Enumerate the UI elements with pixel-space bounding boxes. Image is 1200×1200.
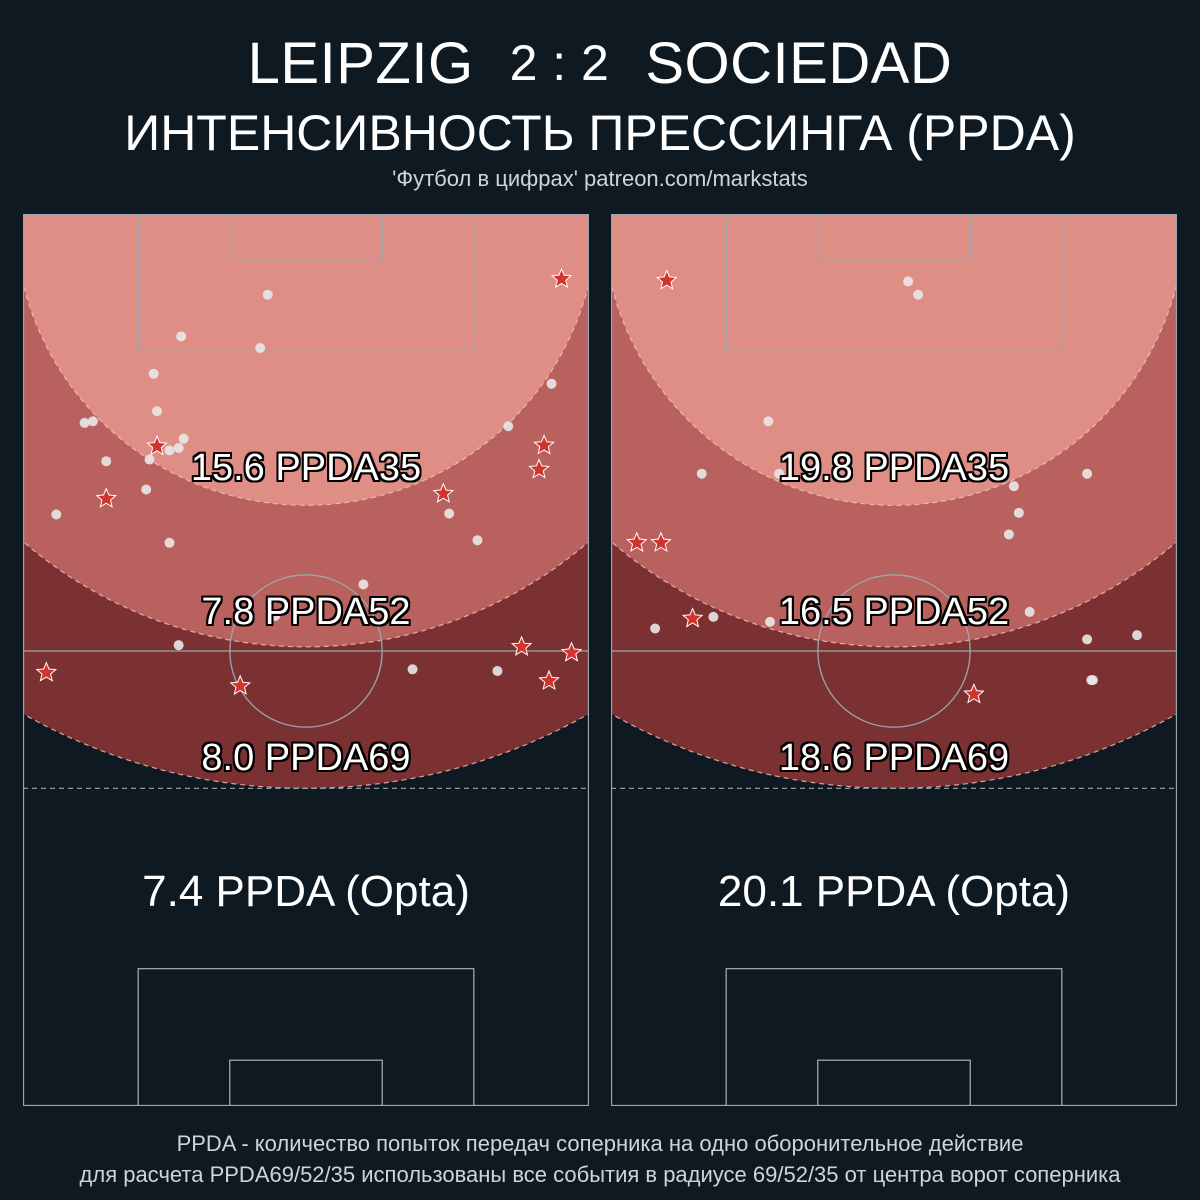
footer-notes: PPDA - количество попыток передач соперн…	[0, 1128, 1200, 1190]
event-dot-leipzig-6	[87, 416, 98, 427]
pitch-leipzig: 15.6 PPDA35 7.8 PPDA52 8.0 PPDA69 7.4 PP…	[23, 214, 589, 1106]
event-dot-sociedad-8	[1003, 529, 1014, 540]
event-dot-leipzig-7	[178, 433, 189, 444]
event-dot-leipzig-4	[152, 406, 163, 417]
center-circle-leipzig	[229, 574, 383, 728]
ppda35-label-leipzig: 15.6 PPDA35	[190, 447, 422, 489]
event-star-sociedad-20	[963, 683, 985, 704]
event-dot-sociedad-2	[763, 416, 774, 427]
ppda69-label-sociedad: 18.6 PPDA69	[778, 737, 1010, 779]
event-star-leipzig-34	[538, 669, 560, 691]
event-dot-leipzig-19	[358, 579, 369, 590]
event-star-leipzig-26	[146, 434, 168, 456]
event-dot-leipzig-9	[173, 442, 184, 453]
event-star-leipzig-28	[528, 458, 550, 479]
event-star-sociedad-16	[656, 269, 678, 290]
top-six-yard-box-sociedad	[817, 214, 971, 261]
top-penalty-box-leipzig	[137, 214, 475, 352]
event-star-sociedad-18	[650, 531, 672, 552]
event-dot-sociedad-6	[1082, 468, 1093, 479]
opta-ppda-leipzig: 7.4 PPDA (Opta)	[142, 867, 470, 916]
zone-ppda35-leipzig	[23, 214, 589, 506]
event-dot-sociedad-4	[774, 468, 785, 479]
ppda52-label-leipzig: 7.8 PPDA52	[201, 591, 411, 633]
event-dot-sociedad-21	[1086, 675, 1097, 686]
pitch-zones-sociedad	[611, 214, 1177, 789]
event-dot-sociedad-3	[696, 468, 707, 479]
event-star-sociedad-19	[681, 607, 704, 628]
event-dot-leipzig-21	[270, 611, 281, 622]
event-dot-leipzig-12	[141, 484, 152, 495]
bottom-penalty-box-leipzig	[137, 968, 475, 1106]
event-dot-leipzig-2	[255, 343, 266, 354]
ppda52-label-sociedad: 16.5 PPDA52	[778, 591, 1010, 633]
event-star-leipzig-27	[533, 434, 555, 455]
chart-subtitle: ИНТЕНСИВНОСТЬ ПРЕССИНГА (PPDA)	[124, 105, 1076, 161]
event-dot-sociedad-11	[650, 623, 661, 634]
event-dot-sociedad-0	[903, 276, 914, 287]
away-team-name: SOCIEDAD	[645, 30, 953, 96]
top-penalty-box-sociedad	[725, 214, 1063, 352]
event-dot-leipzig-17	[472, 535, 483, 546]
event-star-leipzig-33	[35, 661, 58, 682]
opta-ppda-sociedad: 20.1 PPDA (Opta)	[717, 867, 1071, 916]
event-dot-leipzig-1	[176, 331, 187, 342]
event-dot-leipzig-16	[444, 508, 455, 519]
ppda69-label-leipzig: 8.0 PPDA69	[201, 737, 411, 779]
event-star-leipzig-25	[550, 267, 573, 289]
event-star-leipzig-32	[560, 641, 583, 662]
event-dot-leipzig-14	[503, 421, 514, 432]
event-dot-sociedad-13	[1082, 634, 1093, 645]
event-dot-sociedad-7	[1013, 507, 1024, 518]
event-dot-sociedad-12	[1024, 606, 1035, 617]
match-score: 2 : 2	[509, 35, 610, 91]
home-team-name: LEIPZIG	[247, 30, 474, 96]
footer-line-1: PPDA - количество попыток передач соперн…	[176, 1131, 1024, 1156]
event-dot-leipzig-15	[546, 378, 557, 389]
event-star-leipzig-31	[510, 635, 533, 656]
match-title: LEIPZIG 2 : 2 SOCIEDAD	[0, 26, 1200, 100]
event-dot-leipzig-0	[262, 289, 273, 300]
credit-text: 'Футбол в цифрах' patreon.com/markstats	[392, 166, 808, 191]
event-star-sociedad-17	[626, 531, 648, 552]
event-dot-sociedad-14	[1132, 630, 1143, 641]
event-dot-leipzig-10	[144, 454, 155, 465]
zone-boundary-ppda52-leipzig	[23, 540, 589, 648]
top-six-yard-box-leipzig	[229, 214, 383, 261]
event-dot-leipzig-3	[148, 368, 159, 379]
bottom-six-yard-box-leipzig	[229, 1059, 383, 1106]
bottom-six-yard-box-sociedad	[817, 1059, 971, 1106]
pitch-leipzig-svg	[23, 214, 589, 1106]
event-dot-leipzig-20	[350, 596, 361, 607]
event-star-leipzig-35	[229, 674, 252, 696]
event-dot-sociedad-9	[708, 611, 719, 622]
event-dot-leipzig-13	[51, 509, 62, 520]
event-dot-leipzig-8	[164, 445, 175, 456]
pitch-zones-leipzig	[23, 214, 589, 789]
footer-line-2: для расчета PPDA69/52/35 использованы вс…	[79, 1162, 1121, 1187]
event-star-leipzig-30	[95, 487, 117, 508]
center-circle-sociedad	[817, 574, 971, 728]
event-dot-sociedad-5	[1008, 481, 1019, 492]
bottom-penalty-box-sociedad	[725, 968, 1063, 1106]
event-star-leipzig-29	[432, 482, 455, 503]
event-dot-leipzig-22	[173, 640, 184, 651]
event-dot-leipzig-5	[79, 417, 90, 428]
event-dot-leipzig-11	[101, 456, 112, 467]
ppda35-label-sociedad: 19.8 PPDA35	[778, 447, 1010, 489]
event-dot-leipzig-24	[492, 665, 503, 676]
event-dot-leipzig-23	[407, 664, 418, 675]
pitch-sociedad: 19.8 PPDA35 16.5 PPDA52 18.6 PPDA69 20.1…	[611, 214, 1177, 1106]
event-dot-leipzig-18	[164, 537, 175, 548]
event-dot-sociedad-10	[764, 616, 775, 627]
pitch-sociedad-svg	[611, 214, 1177, 1106]
zone-ppda35-sociedad	[611, 214, 1177, 506]
zone-boundary-ppda52-sociedad	[611, 540, 1177, 648]
event-dot-sociedad-1	[913, 289, 924, 300]
